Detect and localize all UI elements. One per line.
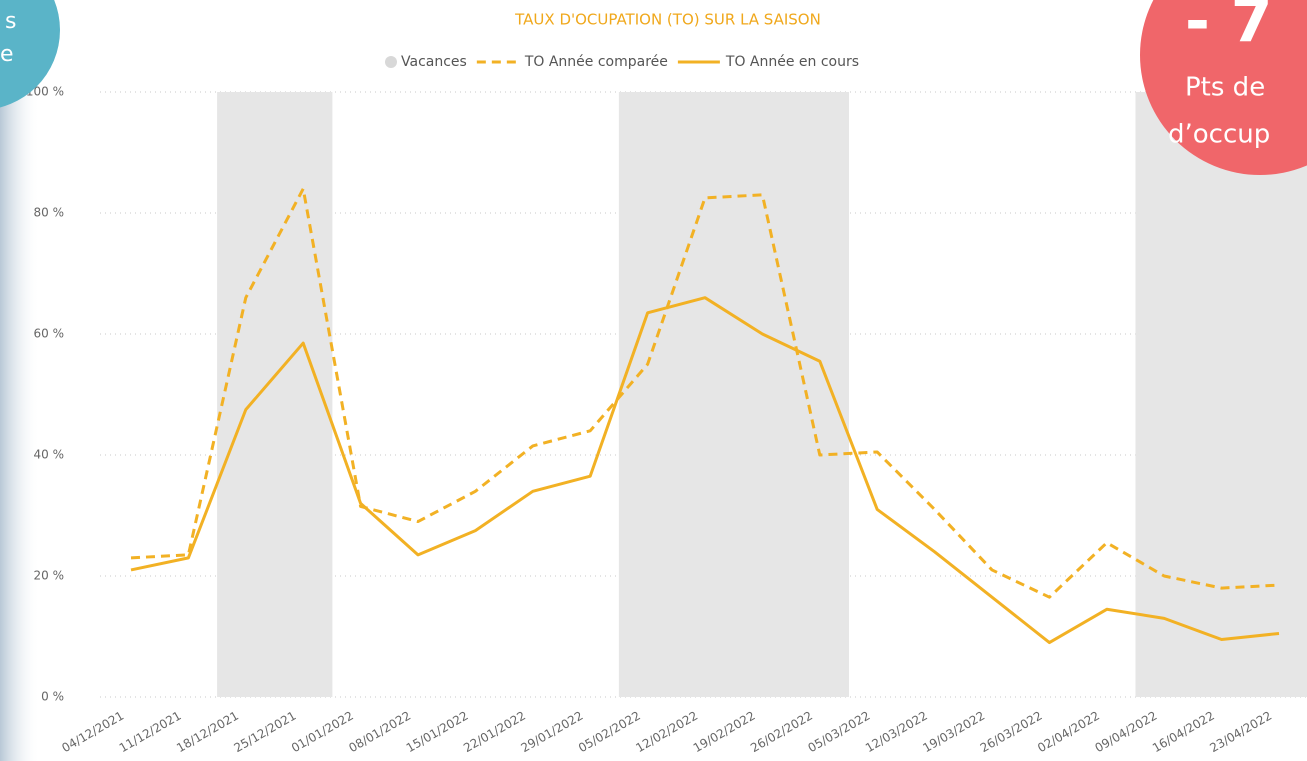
badge-text: d’occup [1168, 120, 1270, 150]
y-tick-label: 20 % [34, 569, 65, 583]
legend-label: Vacances [401, 54, 467, 70]
badge-text: Pts de [1185, 73, 1265, 103]
series-line [130, 296, 1280, 645]
x-tick-label: 18/12/2021 [174, 709, 241, 756]
x-tick-label: 29/01/2022 [519, 709, 586, 756]
x-tick-label: 05/02/2022 [576, 709, 643, 756]
x-tick-label: 05/03/2022 [806, 709, 873, 756]
badge-text: s [5, 9, 16, 34]
vacation-band [1135, 92, 1194, 697]
vacation-band [618, 92, 677, 697]
legend: Vacances TO Année comparée TO Année en cou… [385, 54, 859, 70]
legend-label: TO Année en cours [725, 54, 859, 70]
vacation-band [676, 92, 735, 697]
legend-label: TO Année comparée [524, 54, 668, 70]
x-tick-label: 04/12/2021 [59, 709, 126, 756]
vacation-band [791, 92, 849, 697]
plot: 0 % 20 % 40 % 60 % 80 % 100 % 04/12/202111/12/… [26, 85, 1307, 756]
vacation-band [733, 92, 792, 697]
badge-text: e [0, 42, 14, 67]
x-tick-label: 19/02/2022 [691, 709, 758, 756]
x-tick-label: 22/01/2022 [461, 709, 528, 756]
y-tick-label: 40 % [34, 448, 65, 462]
x-tick-label: 16/04/2022 [1150, 709, 1217, 756]
vacation-band [217, 92, 275, 697]
x-tick-label: 26/03/2022 [978, 709, 1045, 756]
chart-title: TAUX D'OCUPATION (TO) SUR LA SAISON [514, 11, 821, 29]
x-tick-label: 02/04/2022 [1035, 709, 1102, 756]
x-tick-label: 12/02/2022 [633, 709, 700, 756]
background-edge [0, 0, 40, 761]
x-tick-label: 11/12/2021 [117, 709, 184, 756]
badge-text: - 7 [1185, 0, 1273, 57]
vacation-band [274, 92, 333, 697]
x-tick-label: 25/12/2021 [232, 709, 299, 756]
y-tick-label: 0 % [41, 690, 64, 704]
x-tick-label: 23/04/2022 [1207, 709, 1274, 756]
legend-swatch [385, 56, 397, 68]
x-tick-label: 15/01/2022 [404, 709, 471, 756]
badge-circle [0, 0, 60, 108]
vacation-band [1250, 92, 1307, 697]
x-tick-label: 12/03/2022 [863, 709, 930, 756]
badge-circle [1140, 0, 1307, 175]
x-tick-label: 09/04/2022 [1093, 709, 1160, 756]
y-tick-label: 80 % [34, 206, 65, 220]
left-badge: s e [0, 0, 60, 108]
x-tick-label: 08/01/2022 [346, 709, 413, 756]
right-badge: - 7 Pts de d’occup [1140, 0, 1307, 175]
vacation-band [1192, 92, 1251, 697]
y-tick-label: 100 % [26, 85, 64, 99]
x-tick-label: 01/01/2022 [289, 709, 356, 756]
y-tick-label: 60 % [34, 327, 65, 341]
x-tick-label: 19/03/2022 [920, 709, 987, 756]
x-tick-label: 26/02/2022 [748, 709, 815, 756]
